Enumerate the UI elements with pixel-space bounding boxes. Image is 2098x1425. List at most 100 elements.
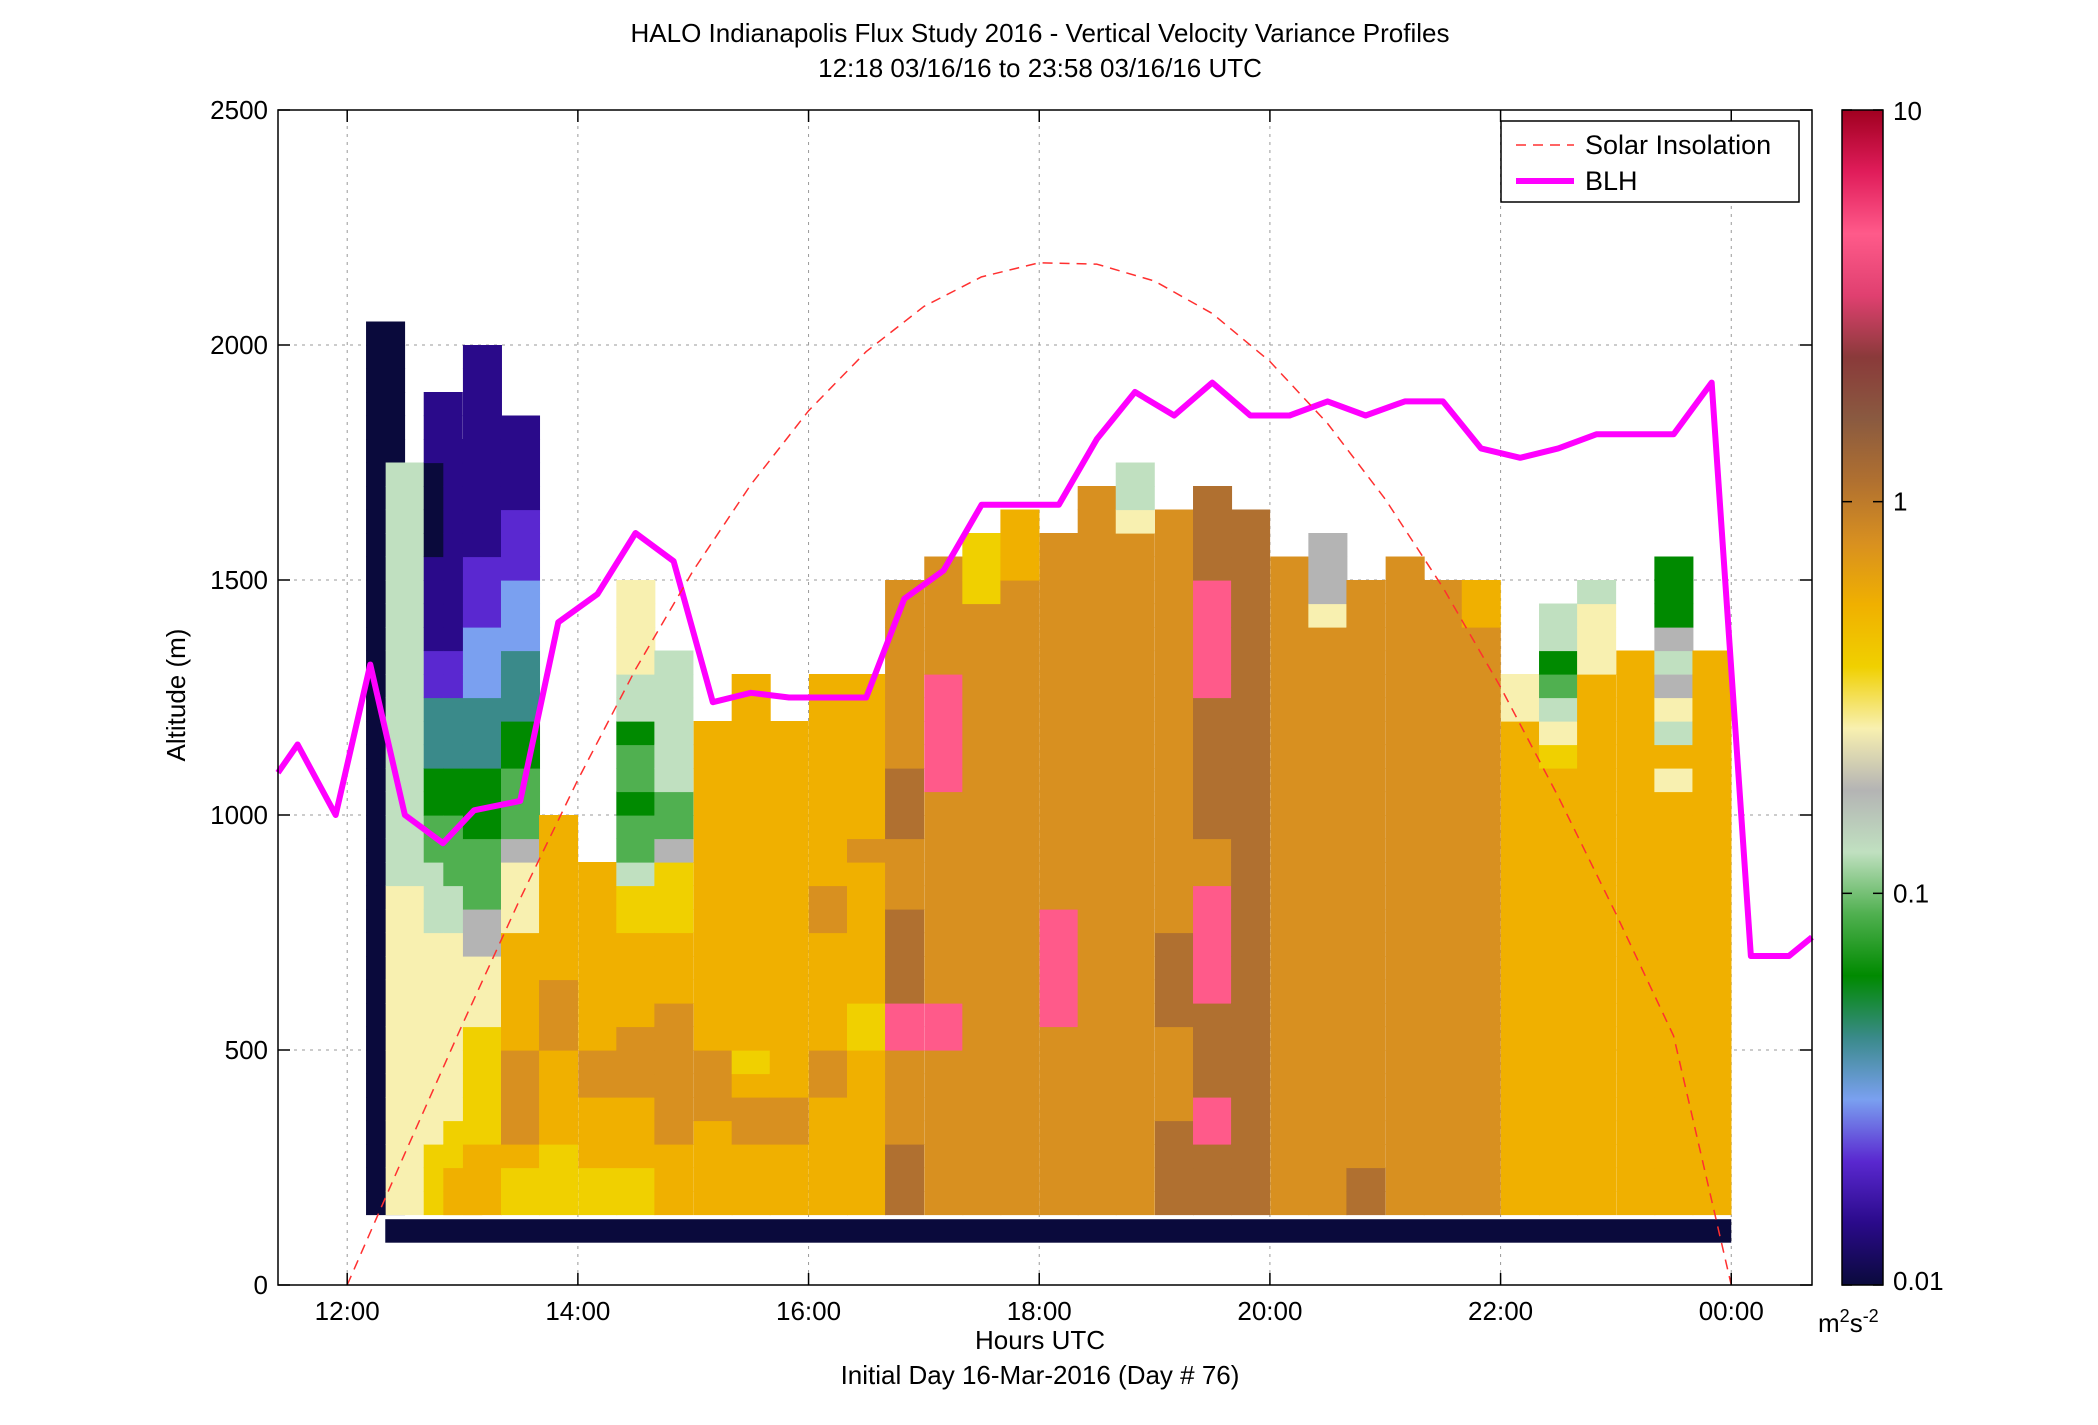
heatmap-cell bbox=[1461, 1144, 1501, 1169]
heatmap-cell bbox=[769, 721, 809, 746]
heatmap-cell bbox=[1115, 721, 1155, 746]
heatmap-cell bbox=[1423, 768, 1463, 793]
heatmap-cell bbox=[885, 1003, 925, 1028]
heatmap-cell bbox=[1115, 1050, 1155, 1075]
heatmap-cell bbox=[654, 862, 694, 887]
heatmap-cell bbox=[693, 744, 733, 769]
heatmap-cell bbox=[1423, 1167, 1463, 1192]
heatmap-cell bbox=[1115, 509, 1155, 534]
heatmap-cell bbox=[1616, 1097, 1656, 1122]
heatmap-cell bbox=[962, 1003, 1002, 1028]
heatmap-cell bbox=[1385, 791, 1425, 816]
heatmap-cell bbox=[654, 909, 694, 934]
heatmap-cell bbox=[1692, 744, 1732, 769]
heatmap-cell bbox=[693, 1050, 733, 1075]
heatmap-cell bbox=[1000, 979, 1040, 1004]
heatmap-cell bbox=[500, 462, 541, 487]
heatmap-cell bbox=[1346, 1144, 1386, 1169]
heatmap-cell bbox=[1231, 1073, 1271, 1098]
heatmap-cell bbox=[847, 1144, 887, 1169]
heatmap-cell bbox=[462, 956, 502, 981]
legend-box bbox=[1500, 120, 1800, 203]
heatmap-cell bbox=[1000, 909, 1040, 934]
heatmap-cell bbox=[962, 1120, 1002, 1145]
heatmap-cell bbox=[1616, 1073, 1656, 1098]
heatmap-cell bbox=[1654, 862, 1694, 887]
heatmap-cell bbox=[924, 1167, 964, 1192]
heatmap-cell bbox=[1539, 909, 1579, 934]
heatmap-cell bbox=[1115, 1026, 1155, 1051]
heatmap-cell bbox=[769, 1050, 809, 1075]
heatmap-cell bbox=[1154, 1097, 1194, 1122]
heatmap-cell bbox=[616, 650, 656, 675]
heatmap-cell bbox=[1461, 815, 1501, 840]
heatmap-cell bbox=[1539, 815, 1579, 840]
heatmap-cell bbox=[1500, 885, 1541, 910]
heatmap-cell bbox=[1154, 556, 1194, 581]
heatmap-cell bbox=[1500, 1097, 1541, 1122]
heatmap-cell bbox=[654, 697, 694, 722]
heatmap-cell bbox=[769, 815, 809, 840]
heatmap-cell bbox=[1346, 862, 1386, 887]
heatmap-cell bbox=[616, 1120, 656, 1145]
heatmap-cell bbox=[500, 1073, 541, 1098]
heatmap-cell bbox=[962, 533, 1002, 558]
heatmap-cell bbox=[1539, 1120, 1579, 1145]
heatmap-cell bbox=[1000, 580, 1040, 605]
heatmap-cell bbox=[847, 815, 887, 840]
heatmap-cell bbox=[1385, 556, 1425, 581]
heatmap-cell bbox=[1115, 556, 1155, 581]
heatmap-cell bbox=[385, 697, 425, 722]
heatmap-cell bbox=[1654, 1026, 1694, 1051]
heatmap-cell bbox=[1577, 650, 1617, 675]
heatmap-cell bbox=[1385, 956, 1425, 981]
heatmap-cell bbox=[1308, 674, 1348, 699]
heatmap-cell bbox=[847, 1167, 887, 1192]
heatmap-cell bbox=[1423, 1120, 1463, 1145]
heatmap-cell bbox=[462, 838, 502, 863]
heatmap-cell bbox=[462, 885, 502, 910]
heatmap-cell bbox=[500, 533, 541, 558]
heatmap-cell bbox=[1039, 885, 1079, 910]
heatmap-cell bbox=[385, 721, 425, 746]
y-tick-label: 1500 bbox=[210, 565, 268, 595]
heatmap-cell bbox=[693, 1003, 733, 1028]
heatmap-cell bbox=[1539, 1050, 1579, 1075]
heatmap-cell bbox=[1154, 838, 1194, 863]
heatmap-cell bbox=[847, 697, 887, 722]
heatmap-cell bbox=[1270, 697, 1310, 722]
heatmap-cell bbox=[885, 979, 925, 1004]
heatmap-cell bbox=[578, 979, 618, 1004]
heatmap-cell bbox=[654, 815, 694, 840]
heatmap-cell bbox=[616, 1026, 656, 1051]
heatmap-cell bbox=[1539, 697, 1579, 722]
heatmap-cell bbox=[1231, 791, 1271, 816]
heatmap-cell bbox=[808, 697, 848, 722]
heatmap-cell bbox=[500, 1003, 541, 1028]
heatmap-cell bbox=[462, 1026, 502, 1051]
heatmap-cell bbox=[1346, 768, 1386, 793]
heatmap-cell bbox=[962, 627, 1002, 652]
heatmap-cell bbox=[1423, 815, 1463, 840]
heatmap-cell bbox=[1231, 815, 1271, 840]
heatmap-cell bbox=[1115, 1003, 1155, 1028]
heatmap-cell bbox=[1654, 721, 1694, 746]
heatmap-cell bbox=[1077, 674, 1117, 699]
heatmap-cell bbox=[1000, 1050, 1040, 1075]
heatmap-cell bbox=[1461, 1026, 1501, 1051]
heatmap-cell bbox=[1539, 1167, 1579, 1192]
heatmap-cell bbox=[1193, 1073, 1233, 1098]
heatmap-cell bbox=[1500, 1073, 1541, 1098]
heatmap-cell bbox=[885, 1191, 925, 1216]
heatmap-cell bbox=[885, 1026, 925, 1051]
heatmap-cell bbox=[1423, 909, 1463, 934]
heatmap-cell bbox=[385, 956, 425, 981]
heatmap-cell bbox=[808, 674, 848, 699]
heatmap-cell bbox=[1039, 932, 1079, 957]
heatmap-cell bbox=[1000, 1026, 1040, 1051]
heatmap-cell bbox=[1461, 791, 1501, 816]
heatmap-cell bbox=[731, 932, 771, 957]
heatmap-cell bbox=[962, 556, 1002, 581]
x-tick-label: 14:00 bbox=[545, 1296, 610, 1326]
heatmap-cell bbox=[1616, 674, 1656, 699]
